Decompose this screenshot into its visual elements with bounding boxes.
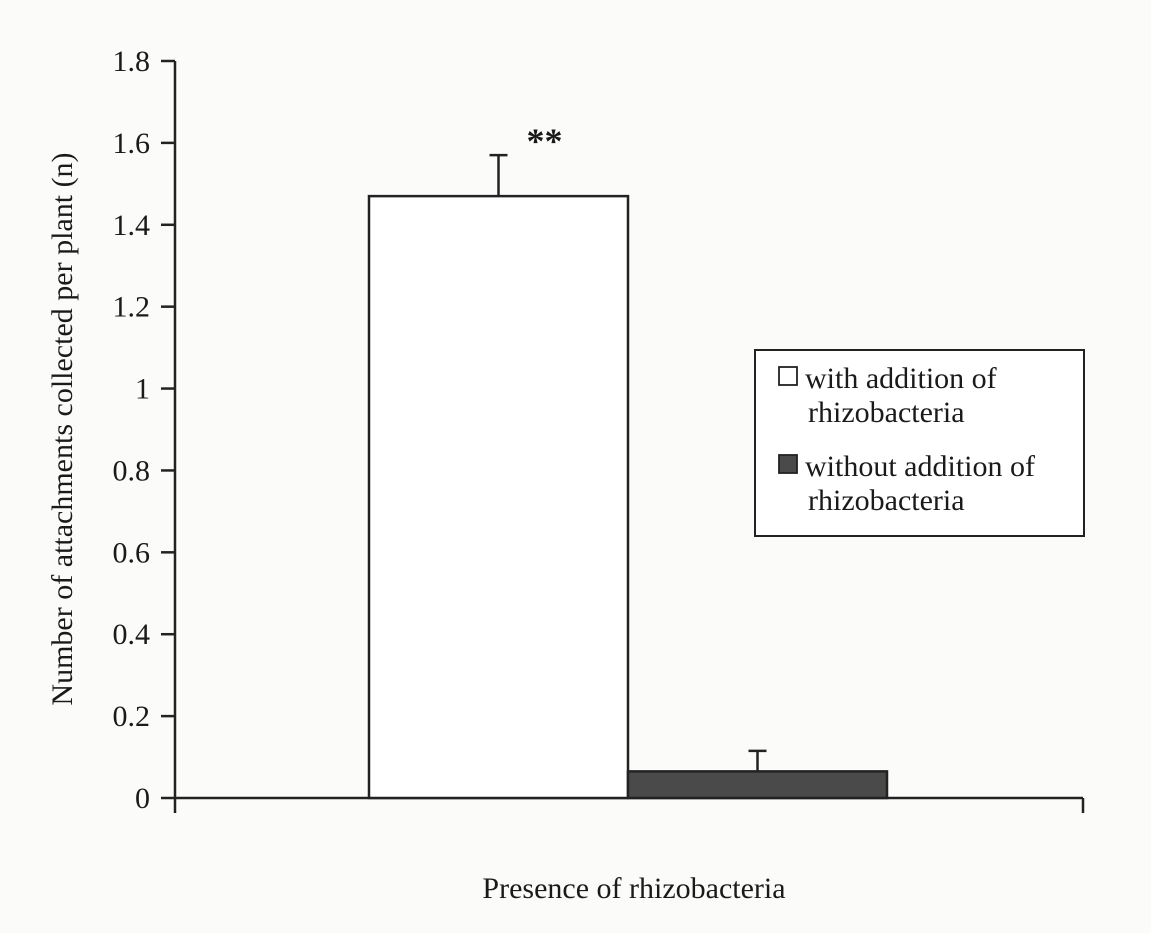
y-tick-label: 0.4 — [113, 618, 151, 651]
y-tick-label: 1 — [135, 373, 150, 406]
annotations-group: ** — [527, 121, 563, 161]
x-axis-title: Presence of rhizobacteria — [482, 872, 785, 905]
x-axis — [175, 796, 1085, 813]
y-tick-label: 1.6 — [113, 127, 151, 160]
y-tick-label: 0.2 — [113, 700, 151, 733]
bar — [367, 194, 630, 800]
legend-box — [754, 349, 1085, 537]
y-axis-title: Number of attachments collected per plan… — [46, 152, 79, 705]
legend-label: without addition of — [805, 450, 1035, 483]
legend-label: rhizobacteria — [808, 484, 965, 517]
legend-swatch — [778, 454, 798, 474]
y-tick-label: 0.6 — [113, 536, 151, 569]
y-tick-label: 0.8 — [113, 454, 151, 487]
significance-label: ** — [527, 121, 563, 161]
legend-label: rhizobacteria — [808, 396, 965, 429]
legend-label: with addition of — [805, 362, 997, 395]
y-tick-label: 0 — [135, 782, 150, 815]
legend-swatch — [778, 366, 798, 386]
y-tick-label: 1.2 — [113, 291, 151, 324]
y-tick-label: 1.8 — [113, 45, 151, 78]
bar — [626, 770, 889, 800]
y-tick-group: 0 0.2 0.4 0.6 0.8 1 1.2 1.4 1.6 1.8 — [113, 45, 175, 815]
error-bars-group — [489, 153, 767, 772]
bars-group — [367, 194, 889, 800]
y-tick-label: 1.4 — [113, 209, 151, 242]
